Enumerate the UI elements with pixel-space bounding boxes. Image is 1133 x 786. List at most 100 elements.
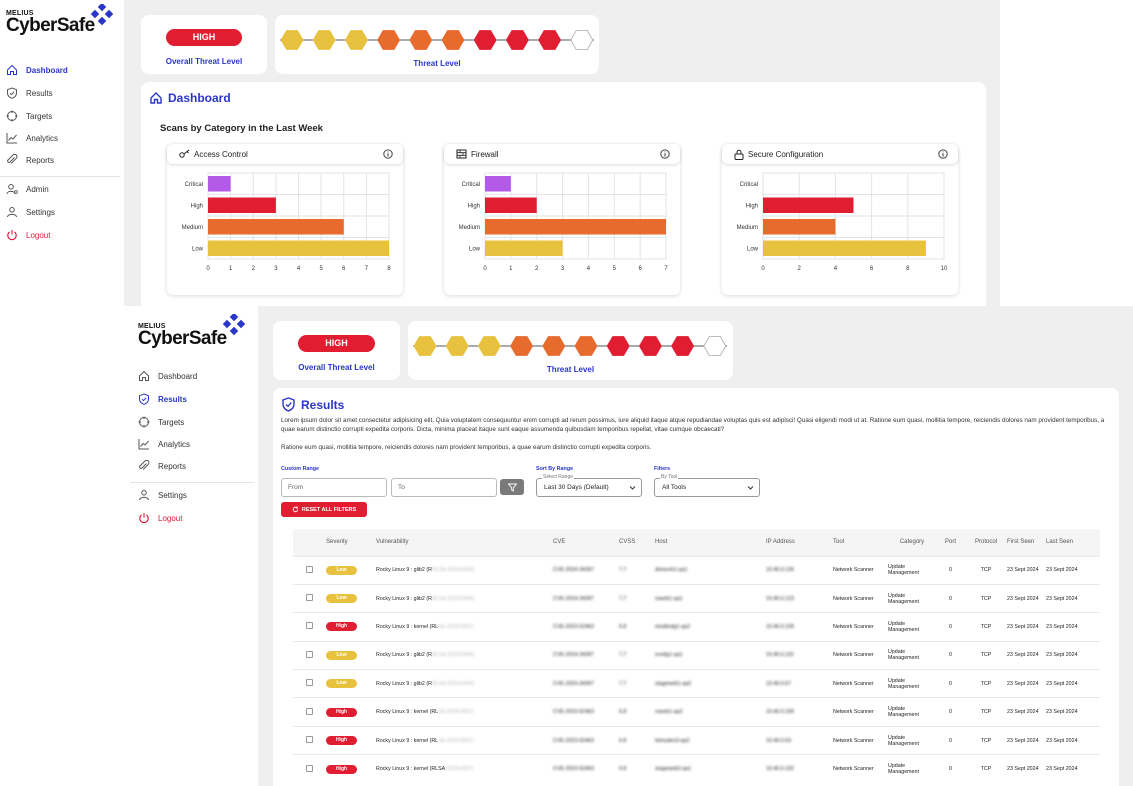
row-checkbox[interactable] bbox=[306, 736, 313, 744]
sidebar-item-analytics[interactable]: Analytics bbox=[6, 131, 58, 145]
table-row[interactable]: Low Rocky Linux 9 : glib2 (RRLSA-2024:646… bbox=[293, 555, 1100, 585]
sidebar-item-targets[interactable]: Targets bbox=[6, 109, 52, 123]
threat-meter-card: Threat Level bbox=[408, 321, 733, 380]
sidebar-item-settings[interactable]: Settings bbox=[6, 205, 55, 219]
table-row[interactable]: High Rocky Linux 9 : kernel (RLSA-2024:65… bbox=[293, 612, 1100, 642]
chart-card-firewall: Firewall 0 1 2 3 4 5 6 7 Critical High Medium Low bbox=[444, 144, 680, 295]
last-seen-cell: 23 Sept 2024 bbox=[1046, 754, 1100, 784]
category-text: Update Management bbox=[888, 620, 919, 633]
power-icon bbox=[138, 512, 150, 524]
vulnerability-id-redacted: SA-2024:6567) bbox=[438, 709, 474, 716]
from-date-input[interactable]: From bbox=[281, 478, 387, 497]
threat-hex bbox=[413, 336, 437, 356]
vulnerability-cell[interactable]: Rocky Linux 9 : glib2 (RRLSA-2024:6464) bbox=[376, 555, 553, 585]
x-tick-label: 3 bbox=[561, 266, 565, 272]
severity-badge: Low bbox=[326, 594, 357, 604]
host-cell: srvidg1-qa1 bbox=[655, 640, 766, 670]
vulnerability-cell[interactable]: Rocky Linux 9 : glib2 (RRLSA-2024:6464) bbox=[376, 583, 553, 613]
threat-hex bbox=[377, 30, 401, 50]
vulnerability-cell[interactable]: Rocky Linux 9 : glib2 (RRLSA-2024:6464) bbox=[376, 669, 553, 698]
reset-all-filters-button[interactable]: RESET ALL FILTERS bbox=[281, 502, 367, 517]
category-cell: Update Management bbox=[888, 583, 936, 613]
sidebar-item-label: Logout bbox=[158, 513, 183, 523]
info-icon[interactable] bbox=[938, 149, 948, 159]
sidebar-item-settings[interactable]: Settings bbox=[138, 488, 187, 502]
table-row[interactable]: High Rocky Linux 9 : kernel (RLSA-2024:65… bbox=[293, 697, 1100, 727]
sidebar-item-dashboard[interactable]: Dashboard bbox=[138, 369, 197, 383]
sidebar-item-results[interactable]: Results bbox=[6, 86, 53, 100]
y-tick-label: High bbox=[191, 203, 203, 209]
row-checkbox[interactable] bbox=[306, 565, 313, 573]
ip-cell: 10.40.0.100 bbox=[766, 697, 833, 727]
row-checkbox[interactable] bbox=[306, 594, 313, 602]
chevron-down-icon bbox=[747, 486, 754, 490]
x-tick-label: 5 bbox=[319, 266, 323, 272]
sidebar-item-reports[interactable]: Reports bbox=[138, 459, 186, 473]
filter-icon bbox=[507, 483, 517, 492]
table-row[interactable]: Low Rocky Linux 9 : glib2 (RRLSA-2024:646… bbox=[293, 669, 1100, 698]
sidebar-item-analytics[interactable]: Analytics bbox=[138, 437, 190, 451]
tool-filter-select[interactable]: By Tool All Tools bbox=[654, 474, 760, 497]
x-tick-label: 1 bbox=[229, 266, 233, 272]
tool-cell: Network Scanner bbox=[833, 754, 888, 784]
threat-hex bbox=[606, 336, 630, 356]
sidebar-item-dashboard[interactable]: Dashboard bbox=[6, 63, 68, 77]
to-date-input[interactable]: To bbox=[391, 478, 497, 497]
severity-badge: Low bbox=[326, 650, 357, 660]
vulnerability-id-redacted: SA-2024:6567) bbox=[438, 623, 474, 630]
last-seen-cell: 23 Sept 2024 bbox=[1046, 583, 1100, 613]
info-icon[interactable] bbox=[383, 149, 393, 159]
table-row[interactable]: High Rocky Linux 9 : kernel (RLSA-2024:65… bbox=[293, 725, 1100, 755]
sort-range-select[interactable]: Select Range Last 30 Days (Default) bbox=[536, 474, 642, 497]
dashboard-screen: MELIUS CyberSafe Dashboard Results Targets… bbox=[0, 0, 1000, 306]
sidebar-item-logout[interactable]: Logout bbox=[6, 228, 50, 242]
vulnerability-cell[interactable]: Rocky Linux 9 : kernel (RLSA-2024:6567) bbox=[376, 725, 553, 755]
row-checkbox[interactable] bbox=[306, 707, 313, 715]
category-cell: Update Management bbox=[888, 754, 936, 784]
sidebar-item-logout[interactable]: Logout bbox=[138, 511, 182, 525]
row-checkbox[interactable] bbox=[306, 622, 313, 630]
row-select-cell bbox=[293, 669, 326, 698]
row-checkbox[interactable] bbox=[306, 764, 313, 772]
chart-header: Access Control bbox=[167, 144, 403, 164]
row-select-cell bbox=[293, 754, 326, 784]
threat-hex bbox=[445, 336, 469, 356]
sidebar-item-results[interactable]: Results bbox=[138, 392, 187, 406]
table-row[interactable]: Low Rocky Linux 9 : glib2 (RRLSA-2024:646… bbox=[293, 640, 1100, 670]
vulnerability-cell[interactable]: Rocky Linux 9 : kernel (RLSA-2024:6567) bbox=[376, 754, 553, 784]
chart-title: Secure Configuration bbox=[748, 149, 824, 159]
table-row[interactable]: Low Rocky Linux 9 : glib2 (RRLSA-2024:646… bbox=[293, 583, 1100, 613]
bar-critical bbox=[208, 176, 231, 192]
row-select-cell bbox=[293, 612, 326, 642]
x-tick-label: 8 bbox=[387, 266, 391, 272]
severity-cell: Low bbox=[326, 669, 376, 698]
panel-title: Dashboard bbox=[149, 91, 231, 105]
sidebar-item-reports[interactable]: Reports bbox=[6, 153, 54, 167]
shield-icon bbox=[6, 87, 18, 99]
threat-hex bbox=[671, 336, 695, 356]
x-tick-label: 6 bbox=[870, 266, 874, 272]
shield-icon bbox=[138, 393, 150, 405]
chart-title: Firewall bbox=[471, 149, 499, 159]
sidebar-item-admin[interactable]: Admin bbox=[6, 182, 49, 196]
vulnerability-text: Rocky Linux 9 : glib2 (R bbox=[376, 595, 432, 602]
row-checkbox[interactable] bbox=[306, 650, 313, 658]
chart-header: Secure Configuration bbox=[722, 144, 958, 164]
info-icon[interactable] bbox=[660, 149, 670, 159]
chart-header: Firewall bbox=[444, 144, 680, 164]
filter-button[interactable] bbox=[500, 479, 524, 495]
host-cell: mediindg1-qa2 bbox=[655, 612, 766, 642]
lock-icon bbox=[734, 149, 744, 160]
analytics-icon bbox=[6, 132, 18, 144]
vulnerability-cell[interactable]: Rocky Linux 9 : kernel (RLSA-2024:6567) bbox=[376, 697, 553, 727]
vulnerability-cell[interactable]: Rocky Linux 9 : glib2 (RRLSA-2024:6464) bbox=[376, 640, 553, 670]
column-header: IP Address bbox=[766, 529, 833, 556]
first-seen-cell: 23 Sept 2024 bbox=[1007, 725, 1046, 755]
sidebar-item-label: Dashboard bbox=[158, 371, 198, 381]
table-row[interactable]: High Rocky Linux 9 : kernel (RLSA-2024:65… bbox=[293, 754, 1100, 784]
category-text: Update Management bbox=[888, 734, 919, 747]
port-cell: 0 bbox=[936, 697, 965, 727]
row-checkbox[interactable] bbox=[306, 679, 313, 687]
vulnerability-cell[interactable]: Rocky Linux 9 : kernel (RLSA-2024:6567) bbox=[376, 612, 553, 642]
sidebar-item-targets[interactable]: Targets bbox=[138, 415, 184, 429]
